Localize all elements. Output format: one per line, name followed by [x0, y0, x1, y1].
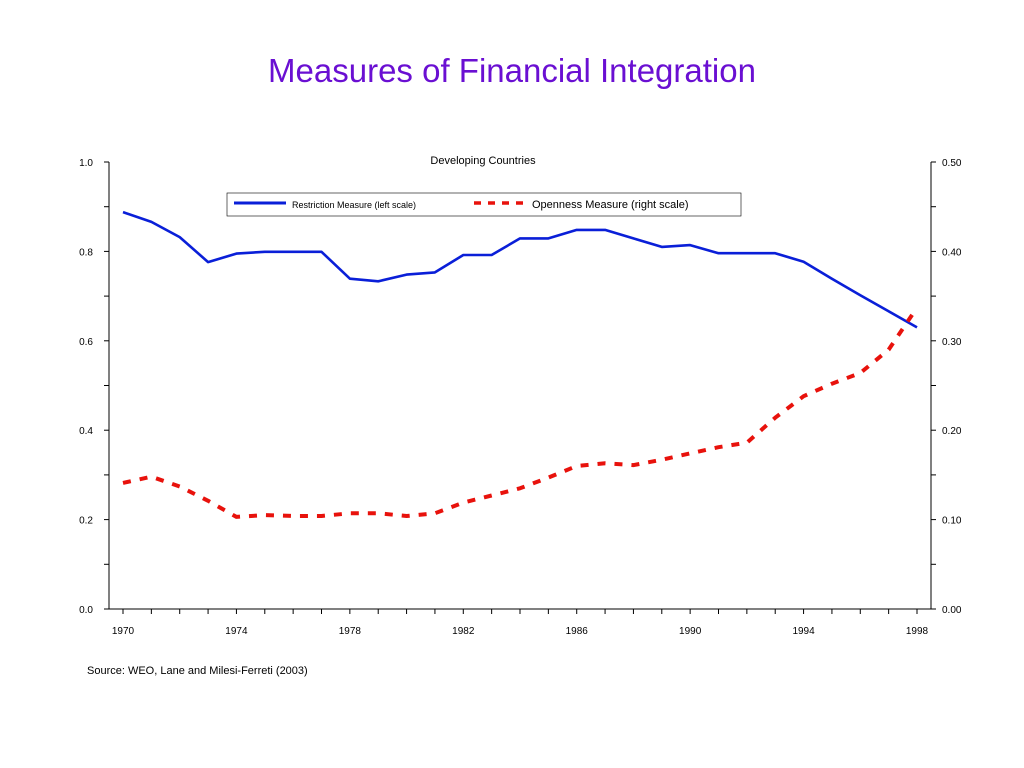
- source-note: Source: WEO, Lane and Milesi-Ferreti (20…: [87, 665, 308, 677]
- left-tick-label: 0.8: [79, 247, 93, 258]
- legend-label-openness: Openness Measure (right scale): [532, 199, 689, 211]
- right-tick-label: 0.20: [942, 426, 962, 437]
- openness-measure-line: [122, 306, 919, 519]
- left-tick-label: 0.4: [79, 426, 93, 437]
- left-tick-label: 0.2: [79, 516, 93, 527]
- x-tick-label: 1970: [112, 626, 135, 637]
- right-axis-ticks: 0.00 0.10 0.20 0.30 0.40 0.50: [931, 158, 962, 616]
- restriction-measure-line: [122, 210, 918, 329]
- legend: Restriction Measure (left scale) Opennes…: [226, 192, 742, 217]
- right-tick-label: 0.50: [942, 158, 962, 169]
- x-tick-label: 1990: [679, 626, 702, 637]
- x-tick-label: 1994: [792, 626, 815, 637]
- x-tick-label: 1974: [225, 626, 248, 637]
- left-axis-ticks: 0.0 0.2 0.4 0.6 0.8 1.0: [79, 158, 109, 616]
- page-title: Measures of Financial Integration: [268, 52, 756, 89]
- right-tick-label: 0.00: [942, 605, 962, 616]
- legend-box: [226, 192, 742, 217]
- series-layer: [122, 210, 919, 519]
- left-tick-label: 1.0: [79, 158, 93, 169]
- x-tick-label: 1986: [566, 626, 589, 637]
- x-tick-label: 1982: [452, 626, 475, 637]
- x-tick-label: 1998: [906, 626, 929, 637]
- left-tick-label: 0.0: [79, 605, 93, 616]
- legend-label-restriction: Restriction Measure (left scale): [292, 200, 416, 210]
- left-tick-label: 0.6: [79, 337, 93, 348]
- x-tick-label: 1978: [339, 626, 362, 637]
- right-tick-label: 0.30: [942, 337, 962, 348]
- right-tick-label: 0.10: [942, 516, 962, 527]
- right-tick-label: 0.40: [942, 247, 962, 258]
- x-axis-ticks: 1970 1974 1978 1982 1986 1990 1994 1998: [112, 609, 929, 637]
- chart-title: Developing Countries: [430, 155, 536, 167]
